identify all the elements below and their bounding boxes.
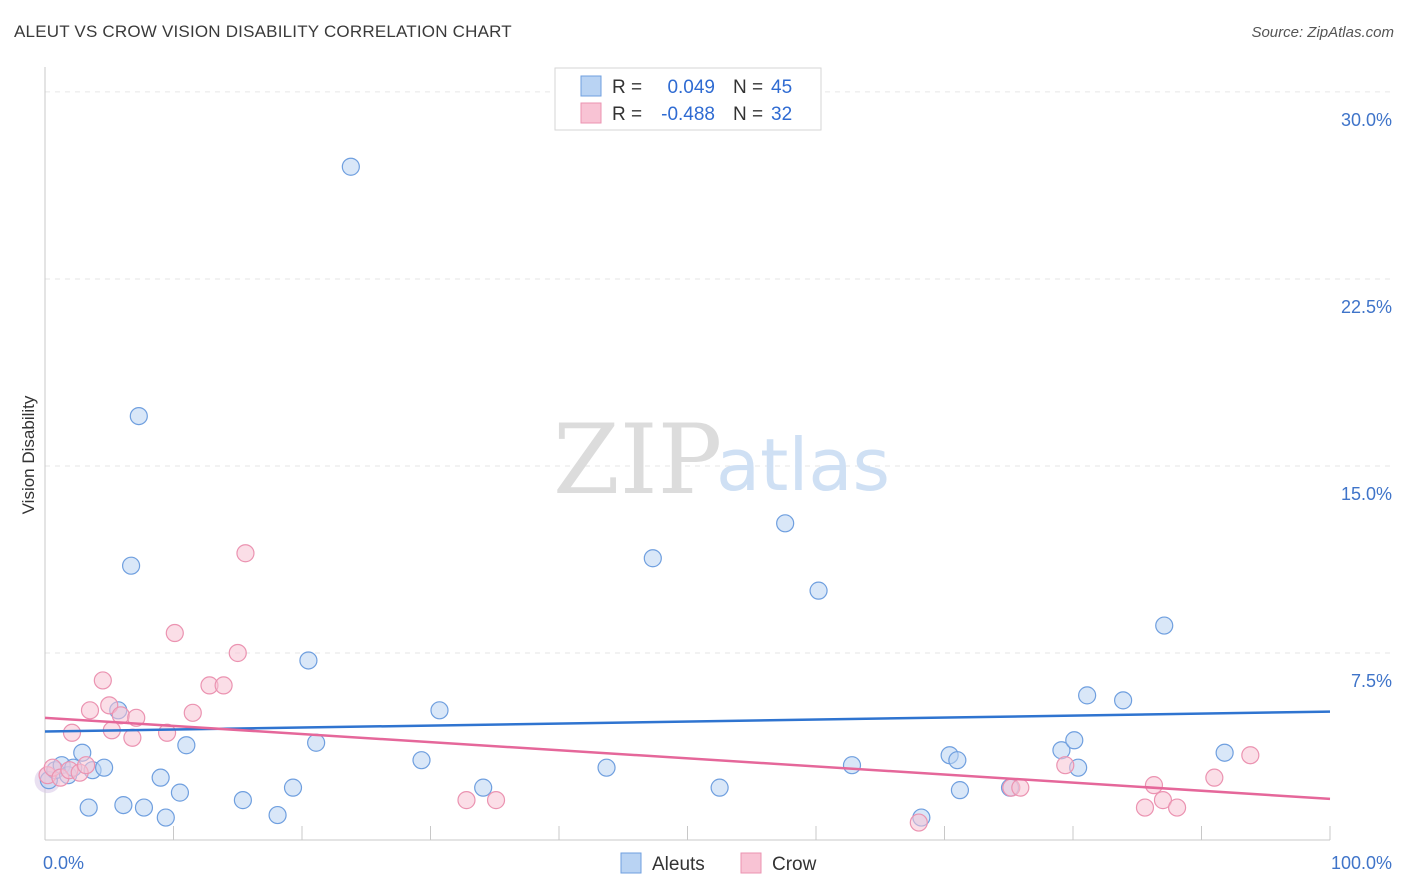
y-tick-label: 7.5% [1351,671,1392,691]
legend-r-value-aleuts: 0.049 [667,77,715,98]
chart-source: Source: ZipAtlas.com [1251,24,1394,41]
aleuts-point [156,808,175,827]
aleuts-point [129,406,148,426]
crow-point [1056,756,1075,775]
aleuts-trend-line [44,710,1331,733]
aleuts-point [430,701,449,720]
y-tick-label: 22.5% [1341,297,1392,317]
trend-lines [44,710,1331,801]
crow-point [123,728,142,747]
y-tick-label: 15.0% [1341,484,1392,504]
aleuts-point [307,733,326,752]
crow-point [77,756,96,775]
crow-point [214,676,233,695]
aleuts-point [134,798,154,817]
aleuts-point [121,556,141,575]
aleuts-point [710,778,729,797]
crow-point [1135,798,1155,817]
crow-point [1241,746,1260,765]
aleuts-point [1078,686,1097,705]
chart-title: ALEUT VS CROW VISION DISABILITY CORRELAT… [14,22,512,41]
watermark: ZIP atlas [553,404,890,516]
crow-point [93,671,112,690]
crow-point [236,544,255,563]
aleuts-point [151,768,170,787]
aleuts-point [950,781,970,800]
crow-point [1167,798,1187,817]
legend-n-label-aleuts: N = [733,77,763,98]
crow-point [1011,778,1030,797]
aleuts-point [299,651,318,670]
aleuts-point [233,791,252,810]
crow-point [1153,791,1173,810]
crow-point [228,643,247,663]
crow-point [486,791,506,810]
crow-point [80,701,100,720]
bottom-legend-label-crow: Crow [772,854,817,875]
aleuts-point [412,751,431,770]
aleuts-point [948,751,967,770]
legend-n-value-crow: 32 [771,104,792,125]
crow-point [62,723,82,742]
crow-point [165,623,184,643]
legend-r-label-crow: R = [612,104,642,125]
crow-point [100,696,119,715]
aleuts-point [79,798,98,817]
legend-n-value-aleuts: 45 [771,77,792,98]
legend-n-label-crow: N = [733,104,763,125]
crow-point [1144,776,1164,795]
crow-point [183,703,202,722]
watermark-zip: ZIP [553,404,722,516]
stats-legend: R = 0.049 N = 45 R = -0.488 N = 32 [554,67,822,131]
legend-swatch-aleuts [580,75,602,97]
aleuts-point [776,514,795,533]
aleuts-point [474,778,493,797]
bottom-legend-swatch-aleuts [620,852,642,874]
aleuts-point [809,581,828,600]
aleuts-point [643,549,662,568]
crow-trend-line [44,716,1331,801]
aleuts-point [170,783,190,802]
crow-point [457,791,476,810]
grid-lines [45,91,1392,654]
aleuts-point [1065,731,1084,750]
aleuts-point [268,805,287,825]
axes: 7.5% 15.0% 22.5% 30.0% 0.0% 100.0% [43,67,1392,873]
aleuts-point [341,157,360,176]
aleuts-point [597,758,616,777]
legend-r-value-crow: -0.488 [661,104,715,125]
aleuts-point [1114,691,1133,710]
crow-point [1205,768,1224,787]
y-tick-label: 30.0% [1341,110,1392,130]
aleuts-point [177,736,196,755]
aleuts-point [283,778,303,797]
aleuts-point [114,795,133,815]
aleuts-point [95,758,114,777]
watermark-atlas: atlas [716,423,890,507]
series-legend: Aleuts Crow [620,852,817,875]
crow-point [909,813,928,832]
legend-swatch-crow [580,102,602,124]
bottom-legend-swatch-crow [740,852,762,874]
x-tick-label-max: 100.0% [1331,853,1392,873]
x-tick-label-min: 0.0% [43,853,84,873]
legend-r-label-aleuts: R = [612,77,642,98]
y-axis-title: Vision Disability [19,395,38,514]
aleuts-point [842,756,862,775]
aleuts-point [1215,743,1234,762]
aleuts-point [1155,616,1174,635]
data-points [34,157,1260,832]
bottom-legend-label-aleuts: Aleuts [652,854,705,875]
